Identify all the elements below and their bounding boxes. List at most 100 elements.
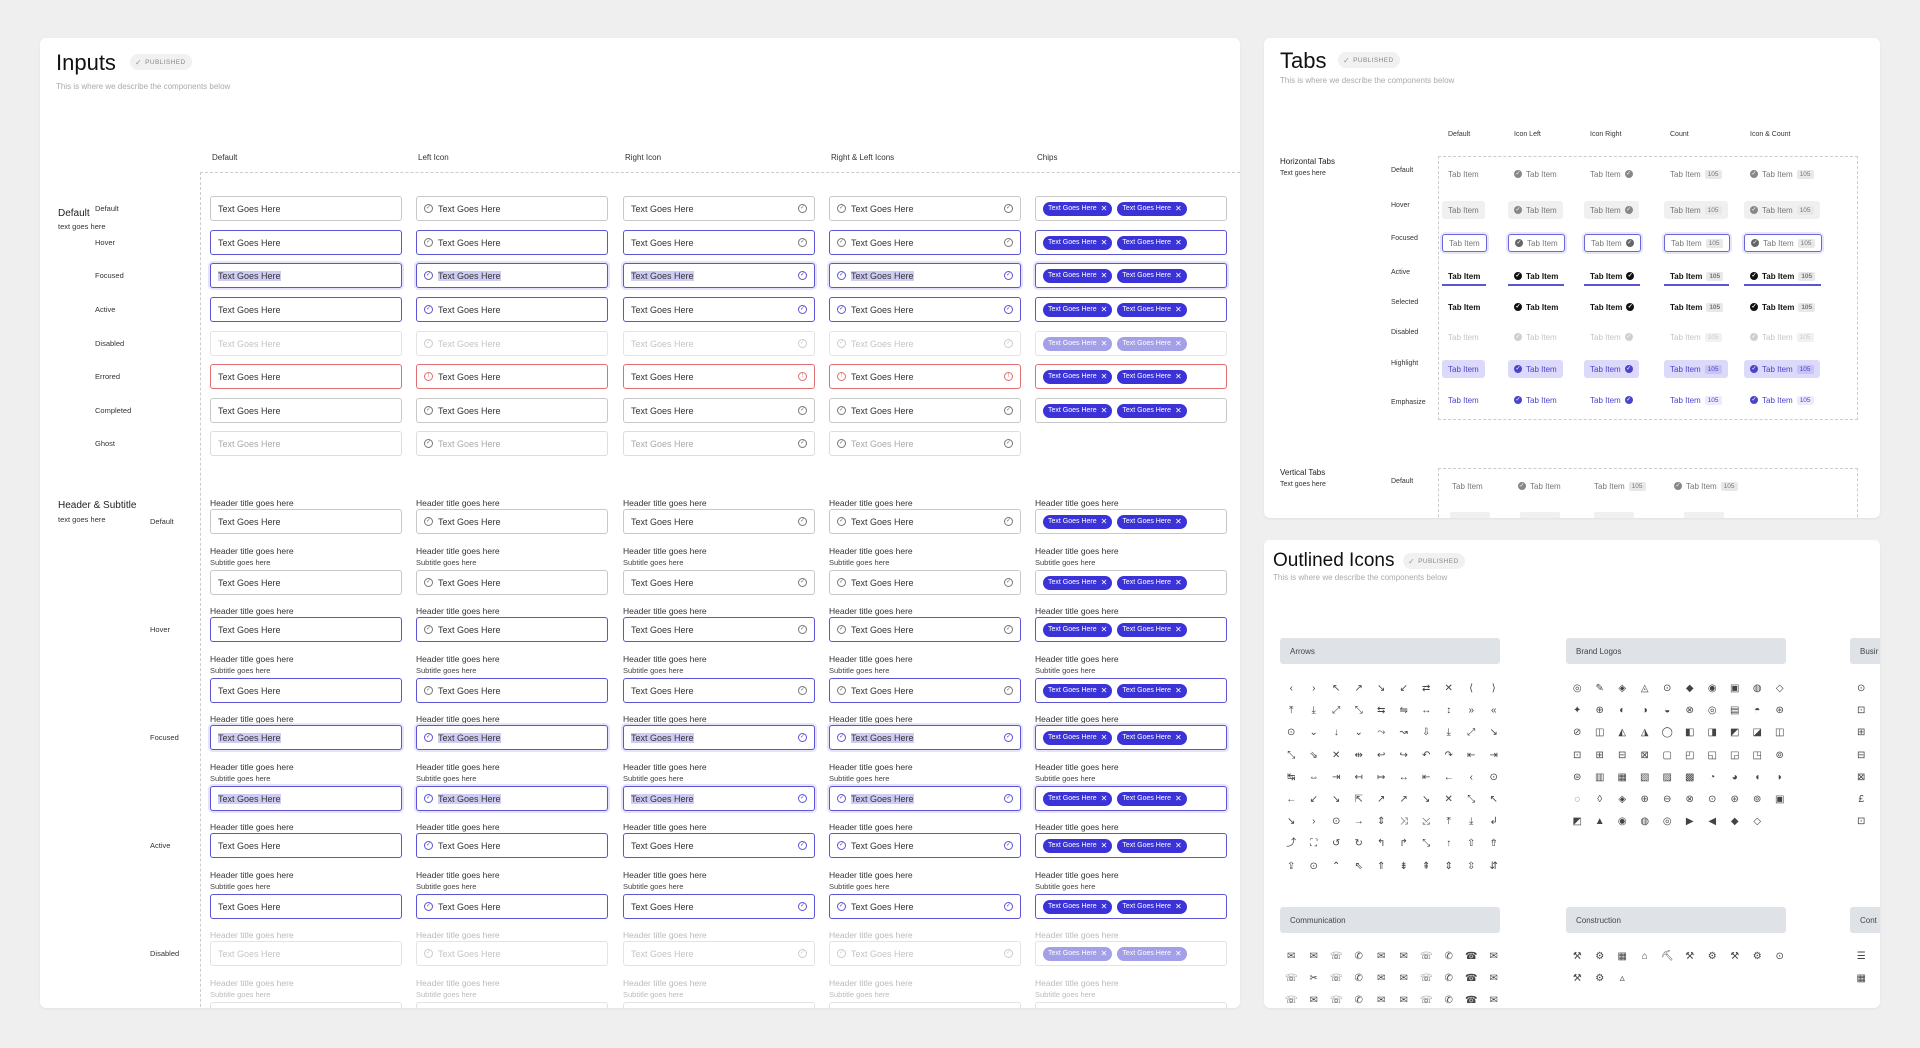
text-input[interactable]: Text Goes Here✓ [623,1002,815,1008]
tab-item[interactable]: Tab Item [1442,328,1485,346]
text-input[interactable]: ✓ Text Goes Here ✓ [829,570,1021,595]
tab-item[interactable]: Tab Item ✓ [1584,298,1640,316]
close-icon[interactable]: ✕ [1174,305,1182,314]
chip[interactable]: Text Goes Here✕ [1043,514,1113,529]
text-input[interactable]: ✓Text Goes Here [416,570,608,595]
text-input[interactable]: Text Goes Here✕Text Goes Here✕ [1035,364,1227,389]
chip[interactable]: Text Goes Here✕ [1043,946,1113,961]
tab-item[interactable]: ✓ Tab Item [1508,360,1563,378]
text-input[interactable]: ✓Text Goes Here [416,297,608,322]
text-input[interactable]: ✓Text Goes Here [416,678,608,703]
chip[interactable]: Text Goes Here✕ [1117,899,1187,914]
chip[interactable]: Text Goes Here✕ [1043,302,1113,317]
close-icon[interactable]: ✕ [1100,372,1108,381]
chip[interactable]: Text Goes Here✕ [1043,403,1113,418]
tab-item[interactable]: ✓ Tab Item [1512,477,1567,495]
chip[interactable]: Text Goes Here✕ [1043,575,1113,590]
text-input[interactable]: Text Goes Here✓ [623,725,815,750]
text-input[interactable]: Text Goes Here✕Text Goes Here✕ [1035,894,1227,919]
text-input[interactable]: Text Goes Here✓ [623,196,815,221]
chip[interactable]: Text Goes Here✕ [1043,369,1113,384]
text-input[interactable]: ✓Text Goes Here [416,509,608,534]
text-input[interactable]: Text Goes Here✕ Text Goes Here✕ [1035,570,1227,595]
close-icon[interactable]: ✕ [1100,625,1108,634]
text-input[interactable]: ✓ Text Goes Here ✓ [829,786,1021,811]
close-icon[interactable]: ✕ [1174,204,1182,213]
text-input[interactable]: Text Goes Here [210,398,402,423]
text-input[interactable]: Text Goes Here✓ [623,786,815,811]
text-input[interactable]: ✓ Text Goes Here ✓ [829,263,1021,288]
close-icon[interactable]: ✕ [1100,204,1108,213]
tab-item[interactable]: Tab Item [1442,268,1487,286]
text-input[interactable]: Text Goes Here✓ [623,894,815,919]
text-input[interactable]: Text Goes Here✓ [623,617,815,642]
close-icon[interactable]: ✕ [1100,733,1108,742]
text-input[interactable]: Text Goes Here [210,509,402,534]
text-input[interactable]: Text Goes Here✓ [623,509,815,534]
tab-item[interactable]: Tab Item 105 [1664,360,1728,378]
text-input[interactable]: ✓Text Goes Here [416,1002,608,1008]
tab-item[interactable]: ✓ Tab Item [1508,298,1564,316]
chip[interactable]: Text Goes Here✕ [1117,575,1187,590]
tab-item[interactable]: Tab Item [1442,360,1485,378]
tab-item[interactable]: Tab Item ✓ [1584,201,1639,219]
close-icon[interactable]: ✕ [1174,372,1182,381]
tab-item[interactable]: ✓ Tab Item 105 [1744,298,1821,316]
text-input[interactable]: ✓ Text Goes Here ✓ [829,196,1021,221]
chip[interactable]: Text Goes Here✕ [1043,201,1113,216]
chip[interactable]: Text Goes Here✕ [1043,336,1113,351]
tab-item[interactable]: Tab Item ✓ [1584,268,1641,286]
tab-item[interactable]: Tab Item ✓ [1584,165,1639,183]
close-icon[interactable]: ✕ [1174,578,1182,587]
tab-item[interactable]: ✓ Tab Item 105 [1744,201,1820,219]
text-input[interactable]: Text Goes Here✕Text Goes Here✕ [1035,297,1227,322]
tab-item[interactable]: Tab Item ✓ [1584,360,1639,378]
tab-item[interactable]: Tab Item [1442,165,1485,183]
chip[interactable]: Text Goes Here✕ [1117,730,1187,745]
text-input[interactable]: Text Goes Here [210,941,402,966]
text-input[interactable]: ✓ Text Goes Here ✓ [829,297,1021,322]
text-input[interactable]: Text Goes Here✓ [623,833,815,858]
text-input[interactable]: Text Goes Here✓ [623,941,815,966]
text-input[interactable]: ✓ Text Goes Here ✓ [829,230,1021,255]
tab-item[interactable]: Tab Item 105 [1664,298,1729,316]
chip[interactable]: Text Goes Here✕ [1117,201,1187,216]
text-input[interactable]: ! Text Goes Here [416,364,608,389]
chip[interactable]: Text Goes Here✕ [1117,622,1187,637]
tab-item[interactable]: ✓ Tab Item 105 [1744,165,1820,183]
chip[interactable]: Text Goes Here✕ [1043,730,1113,745]
tab-item[interactable]: ✓ Tab Item [1508,201,1563,219]
tab-item[interactable]: ✓ Tab Item [1508,165,1563,183]
text-input[interactable]: Text Goes Here✕ Text Goes Here✕ [1035,725,1227,750]
text-input[interactable]: Text Goes Here [210,331,402,356]
text-input[interactable]: Text Goes Here✓ [623,297,815,322]
tab-item[interactable]: ✓ Tab Item 105 [1668,477,1744,495]
text-input[interactable]: Text Goes Here✕Text Goes Here✕ [1035,230,1227,255]
close-icon[interactable]: ✕ [1174,271,1182,280]
close-icon[interactable]: ✕ [1174,238,1182,247]
text-input[interactable]: ✓Text Goes Here [416,833,608,858]
tab-item[interactable]: Tab Item [1442,298,1486,316]
close-icon[interactable]: ✕ [1174,902,1182,911]
text-input[interactable]: ✓Text Goes Here [416,725,608,750]
tab-item[interactable]: ✓ Tab Item [1508,268,1565,286]
text-input[interactable]: Text Goes Here✕Text Goes Here✕ [1035,678,1227,703]
text-input[interactable]: Text Goes Here✓ [623,431,815,456]
chip[interactable]: Text Goes Here✕ [1117,235,1187,250]
text-input[interactable]: Text Goes Here✕Text Goes Here✕ [1035,617,1227,642]
chip[interactable]: Text Goes Here✕ [1043,1007,1113,1008]
tab-item[interactable]: Tab Item [1442,234,1487,252]
text-input[interactable]: Text Goes Here [210,230,402,255]
tab-item[interactable]: Tab Item 105 [1664,234,1730,252]
chip[interactable]: Text Goes Here✕ [1117,838,1187,853]
text-input[interactable]: Text Goes Here✕Text Goes Here✕ [1035,263,1227,288]
text-input[interactable]: Text Goes Here! [623,364,815,389]
tab-item[interactable]: Tab Item 105 [1664,201,1728,219]
text-input[interactable]: Text Goes Here [210,431,402,456]
text-input[interactable]: Text Goes Here✓ [623,678,815,703]
text-input[interactable]: Text Goes Here✕Text Goes Here✕ [1035,509,1227,534]
text-input[interactable]: ✓Text Goes Here [416,331,608,356]
tab-item[interactable]: Tab Item [1446,477,1489,495]
close-icon[interactable]: ✕ [1174,949,1182,958]
text-input[interactable]: Text Goes Here✓ [623,263,815,288]
